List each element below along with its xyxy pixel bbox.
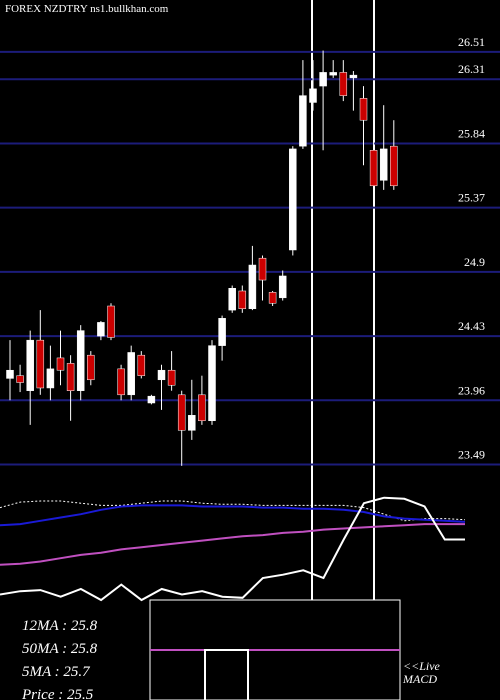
candle-body (390, 145, 398, 187)
candle-body (117, 368, 125, 396)
candle-body (379, 148, 388, 181)
indicator-line (0, 523, 465, 566)
y-tick-label: 25.84 (458, 126, 485, 140)
y-tick-label: 23.49 (458, 447, 485, 461)
indicator-line (0, 500, 466, 522)
candle-body (66, 363, 75, 391)
candle-body (198, 394, 206, 422)
candle-body (76, 330, 85, 391)
macd-bar (204, 649, 249, 700)
candle-body (359, 98, 368, 121)
candle-body (369, 150, 378, 187)
y-tick-label: 25.37 (458, 191, 485, 205)
indicator-line (0, 504, 466, 527)
candle-body (177, 394, 186, 431)
candle-body (127, 352, 135, 396)
y-tick-label: 26.31 (458, 62, 485, 76)
macd-label: <<Live (403, 659, 441, 673)
candle-body (228, 288, 236, 311)
candle-body (319, 72, 327, 87)
stat-label: 12MA : 25.8 (22, 618, 98, 634)
candle-body (238, 290, 247, 309)
candle-body (97, 322, 105, 337)
candle-body (36, 339, 45, 389)
candle-body (218, 318, 226, 346)
candle-body (26, 339, 34, 391)
y-tick-label: 23.96 (458, 383, 485, 397)
candle-body (157, 369, 166, 381)
macd-label: MACD (402, 672, 437, 686)
chart-title: FOREX NZDTRY ns1.bullkhan.com (5, 3, 169, 15)
candle-body (339, 72, 348, 96)
candle-body (87, 354, 95, 381)
candle-body (56, 357, 65, 371)
candle-body (208, 345, 216, 422)
candle-body (188, 415, 196, 431)
candle-body (248, 264, 257, 309)
candle-body (329, 72, 337, 76)
candle-body (46, 368, 55, 389)
candle-body (258, 257, 267, 281)
candle-body (16, 375, 24, 383)
candle-body (289, 148, 297, 251)
indicator-line (0, 496, 465, 602)
stat-label: 50MA : 25.8 (22, 641, 98, 657)
stat-label: 5MA : 25.7 (22, 664, 91, 680)
candle-body (167, 369, 176, 386)
candle-body (278, 275, 287, 299)
y-tick-label: 24.9 (464, 255, 485, 269)
candle-body (137, 354, 146, 376)
candle-body (349, 74, 358, 79)
candle-body (147, 395, 156, 404)
candle-body (299, 95, 307, 147)
candle-body (309, 88, 317, 103)
candle-body (107, 305, 115, 338)
y-tick-label: 24.43 (458, 319, 485, 333)
stat-label: Price : 25.5 (21, 687, 94, 700)
y-tick-label: 26.51 (458, 35, 485, 49)
candle-body (6, 369, 14, 379)
candle-body (268, 292, 277, 304)
